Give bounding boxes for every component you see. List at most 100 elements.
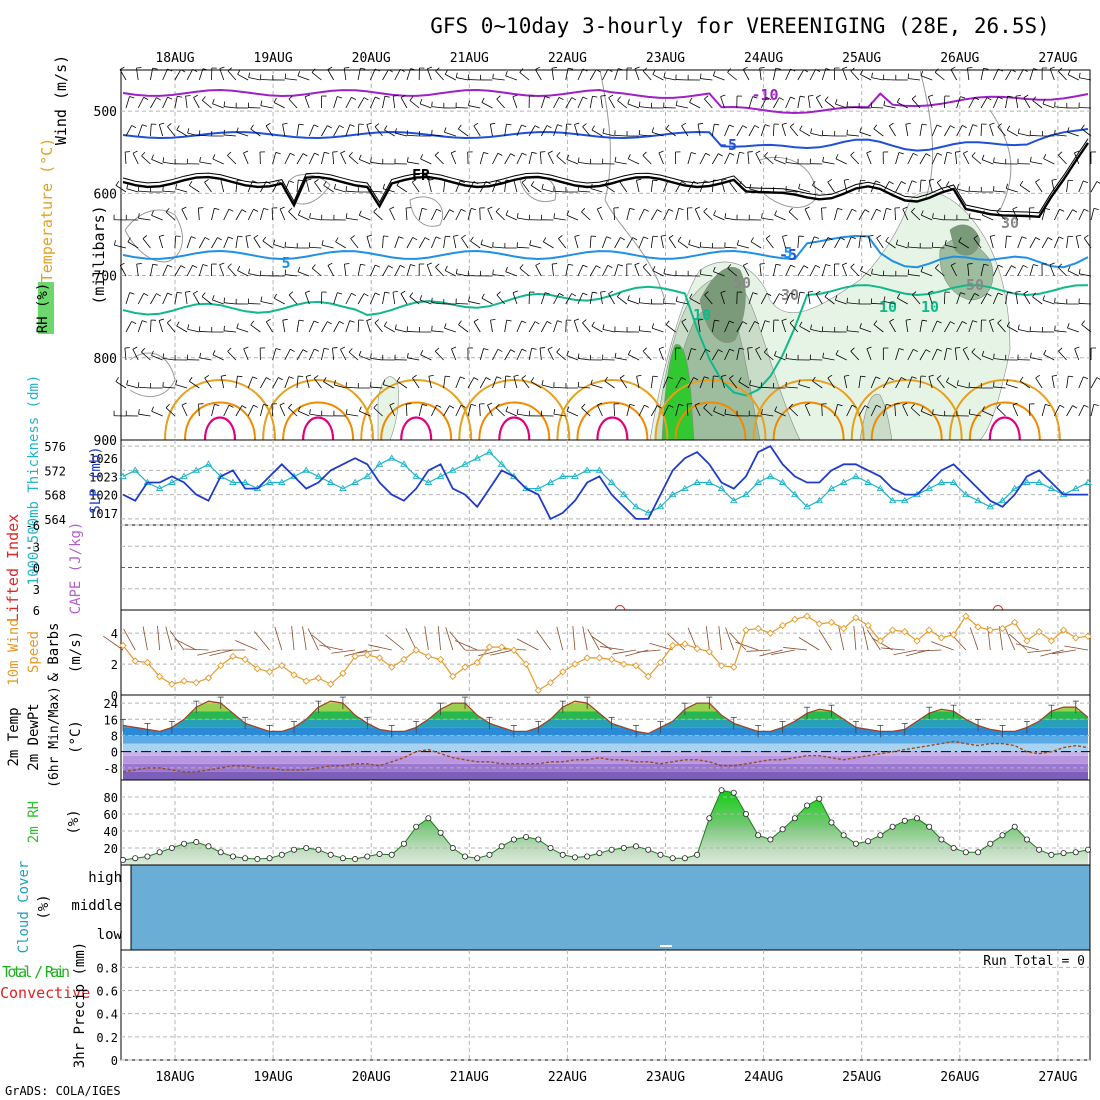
rh-contour — [289, 174, 331, 205]
wind10m-point — [156, 672, 164, 681]
wind-barb — [809, 69, 816, 81]
wind10m-barb — [1052, 649, 1076, 655]
wind-barb — [204, 182, 212, 193]
wind-barb — [492, 180, 498, 193]
wind-barb — [626, 237, 634, 249]
wind-barb — [687, 181, 695, 193]
wind-barb-flag — [506, 319, 512, 322]
wind-barb-flag — [141, 348, 146, 353]
wind-barb — [1054, 302, 1067, 305]
wind-barb — [907, 349, 914, 361]
wind-barb — [969, 386, 982, 389]
wind-barb — [370, 358, 383, 361]
wind-barb — [834, 208, 838, 221]
wind10m-barb — [103, 635, 124, 651]
wind-barb-flag — [431, 297, 433, 303]
wind-barb-flag — [876, 208, 882, 212]
y-tick-label: 0.2 — [96, 1031, 118, 1045]
wind-barb — [150, 264, 154, 277]
bottom-date-label: 27AUG — [1038, 1070, 1077, 1085]
wind-barb — [444, 327, 456, 333]
temperature-contour-20 — [282, 401, 355, 441]
wind-barb — [279, 404, 286, 417]
wind-barb — [742, 69, 750, 81]
wind-barb — [443, 180, 446, 193]
wind10m-barb — [725, 627, 735, 651]
wind10m-barb — [969, 627, 979, 651]
wind10m-point — [522, 660, 530, 668]
wind-barb — [944, 125, 951, 137]
wind-barb-flag — [981, 350, 985, 356]
wind-barb — [1078, 404, 1085, 417]
wind-barb — [663, 405, 670, 417]
wind-barb-flag — [360, 263, 366, 266]
wind-barb-flag — [1058, 236, 1064, 240]
wind10m-point — [766, 629, 775, 637]
wind-barb-flag — [444, 179, 450, 182]
wind-barb — [400, 293, 408, 305]
wind-barb — [327, 69, 335, 81]
wind-barb — [259, 208, 264, 221]
wind-barb-flag — [389, 206, 395, 210]
wind-barb — [634, 68, 640, 81]
wind-barb — [687, 152, 692, 165]
bottom-date-label: 24AUG — [744, 1070, 783, 1085]
wind-barb-flag — [602, 128, 605, 134]
wind-barb-flag — [193, 290, 198, 294]
wind-barb — [434, 155, 444, 165]
bottom-date-label: 23AUG — [646, 1070, 685, 1085]
wind-barb — [176, 325, 188, 333]
bottom-date-ticks: 18AUG 19AUG 20AUG 21AUG 22AUG 23AUG 24AUG 25AUG… — [155, 1070, 1077, 1085]
wind-barb-flag — [143, 293, 149, 297]
wind-barb-flag — [1076, 234, 1082, 237]
wind-barb-flag — [151, 350, 154, 356]
rh2m-point — [352, 856, 359, 863]
wind-barb-flag — [960, 292, 966, 295]
wind-barb — [150, 293, 157, 305]
thickness-point — [1071, 484, 1080, 492]
bottom-date-label: 25AUG — [842, 1070, 881, 1085]
wind-barb — [858, 209, 866, 221]
wind-barb — [724, 124, 730, 137]
wind-barb-flag — [406, 156, 409, 162]
wind-barb-flag — [266, 377, 271, 381]
wind-barb — [711, 349, 719, 361]
wind-barb — [1081, 128, 1092, 137]
wind-barb — [1017, 265, 1024, 277]
wind-barb-flag — [1015, 290, 1021, 293]
wind-barb-flag — [190, 236, 196, 239]
wind10m-point — [192, 678, 200, 687]
rh2m-point — [694, 851, 701, 858]
y-tick-label: 0.8 — [96, 961, 118, 975]
rh2m-point — [413, 823, 420, 830]
wind-barb — [389, 404, 396, 417]
wind-barb — [613, 208, 616, 221]
wind-barb — [565, 97, 573, 109]
wind-barb — [392, 292, 396, 305]
wind10m-point — [901, 627, 909, 636]
wind-barb-flag — [202, 68, 208, 71]
wind-barb-flag — [1035, 178, 1040, 183]
thickness-point — [595, 466, 604, 473]
wind-barb — [1053, 405, 1061, 417]
wind-barb — [1079, 77, 1092, 81]
wind-barb-flag — [712, 70, 716, 76]
wind-barb — [235, 376, 238, 389]
y-tick-right: 1017 — [89, 507, 118, 521]
wind-barb — [989, 124, 994, 137]
wind-barb — [528, 348, 533, 361]
wind-barb — [846, 405, 853, 417]
wind-barb-flag — [703, 207, 708, 212]
wind-barb-flag — [866, 346, 872, 350]
rh2m-point — [144, 853, 151, 860]
rh-contour — [759, 156, 816, 208]
wind-barb — [565, 123, 567, 137]
rh2m-point — [437, 829, 444, 836]
wind-barb-flag — [808, 95, 814, 97]
wind-barb-flag — [704, 376, 710, 379]
wind-barb — [162, 190, 175, 193]
wind-barb — [150, 68, 154, 81]
wind-barb — [566, 214, 579, 221]
wind-barb — [773, 97, 780, 109]
